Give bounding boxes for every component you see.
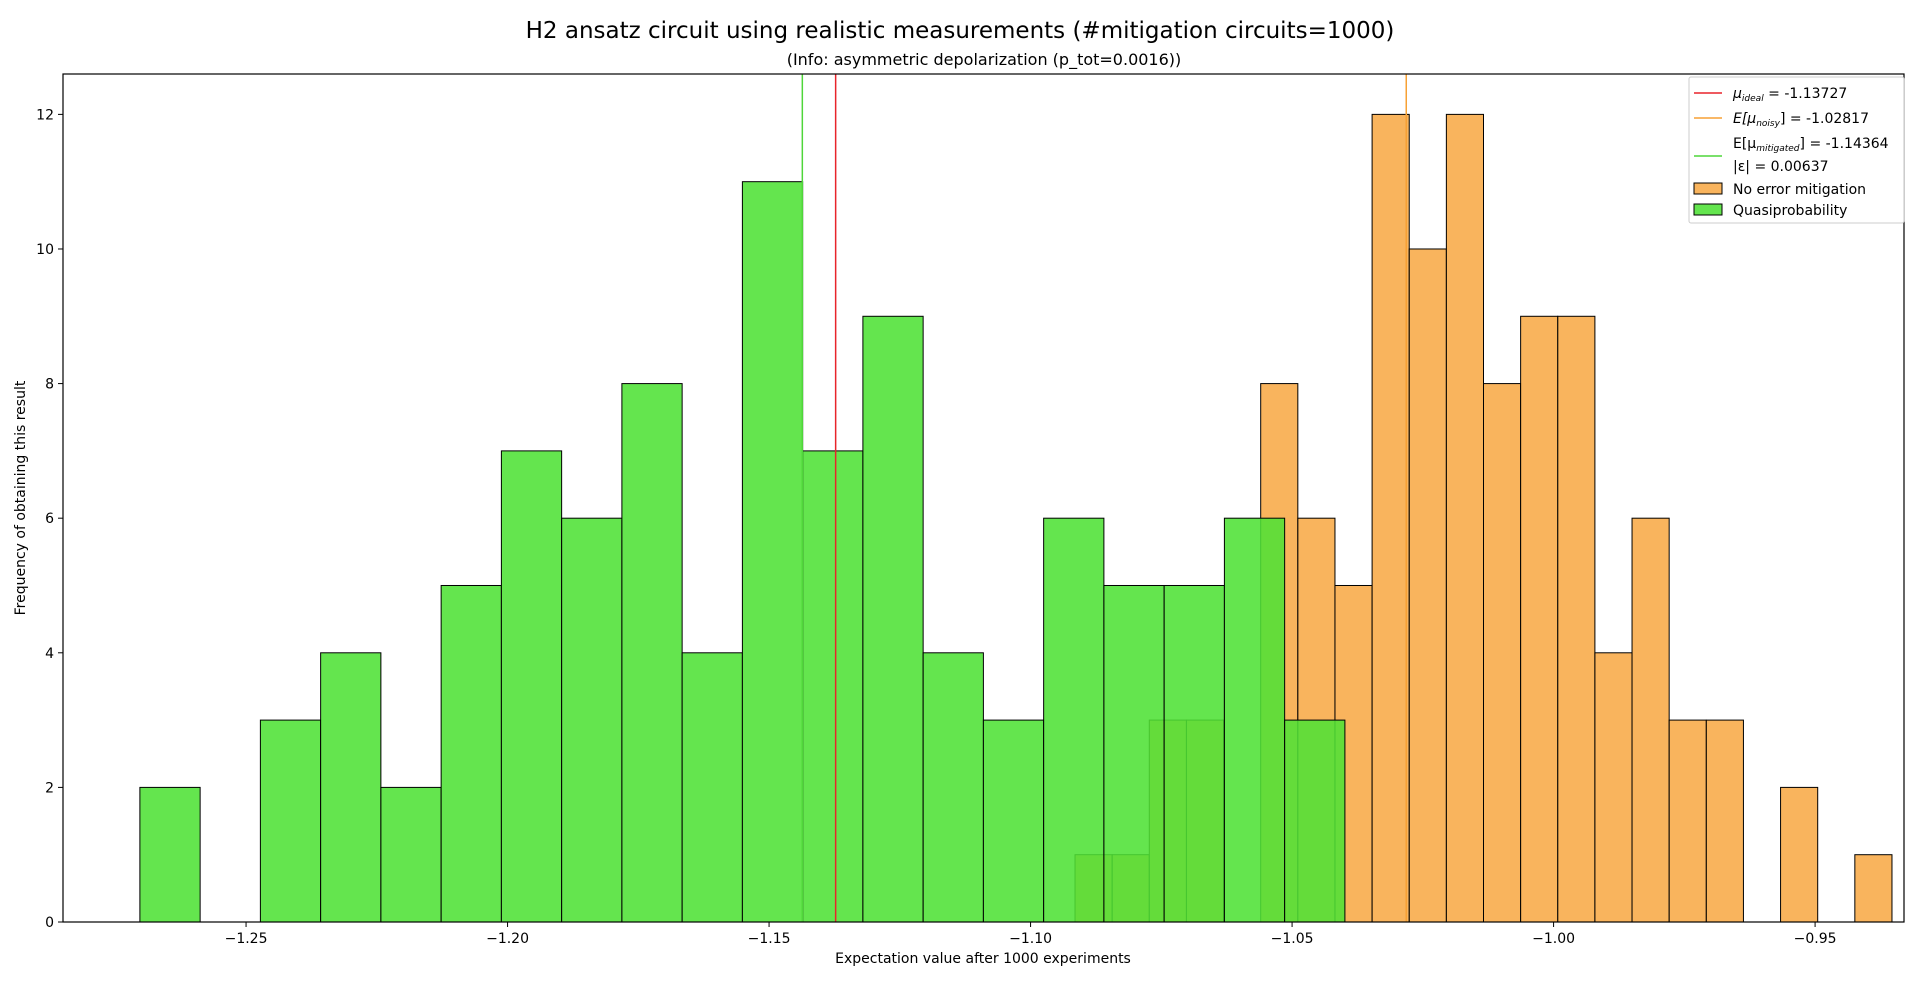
quasiprobability-bar [561,517,623,923]
quasiprobability-bar [802,450,864,923]
x-tick-label: −1.20 [486,931,529,947]
no-mitigation-bar [1557,315,1596,923]
y-tick-label: 4 [45,646,54,662]
legend-noisy-value: ] = -1.02817 [1780,111,1869,127]
legend-mitigated-value: ] = -1.14364 [1800,136,1889,152]
y-tick-label: 2 [45,780,54,796]
no-mitigation-bar [1854,854,1893,923]
legend-ideal-label: μideal = -1.13727 [1732,86,1847,104]
y-tick-label: 8 [45,377,54,393]
legend-ideal-sub: ideal [1742,94,1764,104]
chart-title: H2 ansatz circuit using realistic measur… [526,18,1395,44]
y-tick-label: 6 [45,511,54,527]
legend-no-mitigation-swatch [1693,182,1723,195]
legend-no-mitigation-label: No error mitigation [1733,182,1866,198]
no-mitigation-bar [1668,719,1707,923]
quasiprobability-bar [1284,719,1346,923]
legend-mitigated-sub: mitigated [1756,144,1800,154]
x-tick-label: −1.10 [1009,931,1052,947]
no-mitigation-bar [1631,517,1670,923]
x-tick-label: −1.15 [748,931,791,947]
quasiprobability-bar [741,181,804,923]
quasiprobability-bar [380,786,442,923]
quasiprobability-bar [681,652,743,923]
no-mitigation-bar [1780,786,1819,923]
legend-ideal-value: = -1.13727 [1764,86,1848,102]
quasiprobability-bar [1043,517,1105,923]
legend-mitigated-label: E[μmitigated] = -1.14364 [1733,136,1889,154]
no-mitigation-bar [1520,315,1559,923]
reference-lines [801,74,1408,922]
y-tick-label: 12 [36,107,54,123]
quasiprobability-bars [139,181,1346,923]
quasiprobability-bar [1103,584,1165,923]
legend: μideal = -1.13727 E[μnoisy] = -1.02817 E… [1688,76,1905,224]
quasiprobability-bar [320,652,382,923]
no-mitigation-bar [1594,652,1633,923]
legend-noisy-sub: noisy [1756,119,1780,129]
quasiprobability-bar [862,315,924,923]
legend-ideal-prefix: μ [1732,86,1742,102]
quasiprobability-bar [1163,584,1225,923]
no-mitigation-bar [1482,383,1522,923]
x-axis-label: Expectation value after 1000 experiments [835,951,1131,967]
x-tick-label: −1.05 [1271,931,1314,947]
x-tick-label: −1.25 [225,931,268,947]
quasiprobability-bar [440,584,502,923]
legend-mitigated-prefix: E[μ [1733,136,1756,152]
y-tick-label: 0 [45,915,54,931]
legend-frame [1688,76,1905,224]
no-mitigation-bar [1705,719,1744,923]
no-mitigation-bar [1371,113,1410,923]
quasiprobability-bar [621,383,683,923]
axis-ticks: −1.25 −1.20 −1.15 −1.10 −1.05 −1.00 −0.95 0 2 4 6 8… [36,107,1836,947]
quasiprobability-bar [1223,517,1286,923]
legend-quasiprobability-swatch [1693,203,1723,216]
quasiprobability-bar [259,719,322,923]
quasiprobability-bar [500,450,563,923]
chart-subtitle: (Info: asymmetric depolarization (p_tot=… [787,50,1182,70]
axes-frame [62,73,1905,923]
quasiprobability-bar [982,719,1045,923]
legend-epsilon-label: |ε| = 0.00637 [1733,159,1829,175]
x-tick-label: −0.95 [1794,931,1837,947]
y-tick-label: 10 [36,242,54,258]
legend-noisy-prefix: E[μ [1733,111,1756,127]
no-mitigation-bar [1408,248,1447,923]
quasiprobability-bar [139,786,201,923]
y-axis-label: Frequency of obtaining this result [13,380,29,615]
quasiprobability-bar [922,652,984,923]
x-tick-label: −1.00 [1532,931,1575,947]
legend-quasiprobability-label: Quasiprobability [1733,203,1847,219]
no-mitigation-bar [1445,113,1484,923]
legend-noisy-label: E[μnoisy] = -1.02817 [1733,111,1869,129]
